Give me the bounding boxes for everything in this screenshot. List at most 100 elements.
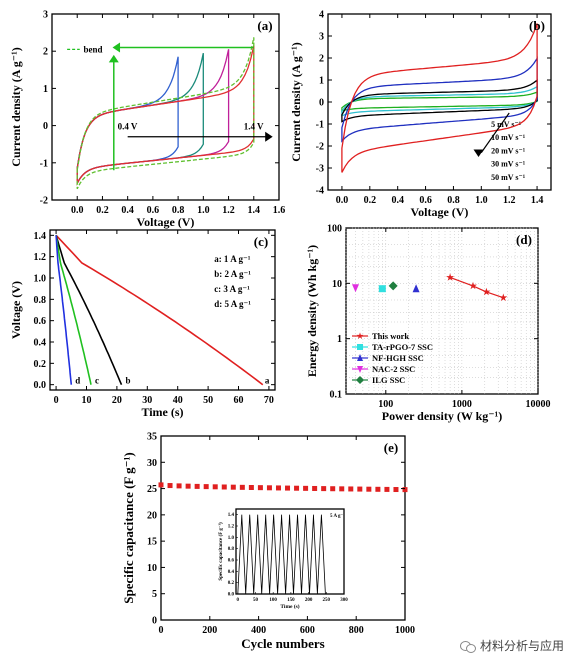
x-tick-label: 0.6 (147, 205, 160, 216)
end-label-0: a (265, 376, 270, 386)
x-tick-label: 20 (112, 395, 122, 406)
y-tick-label: 30 (147, 458, 157, 469)
cycle-point (348, 486, 354, 492)
y-tick-label: 0.1 (330, 390, 343, 401)
x-tick-label: 30 (142, 395, 152, 406)
cycle-point (275, 485, 281, 491)
panel-label: (c) (254, 234, 268, 249)
legend-0: 5 mV s⁻¹ (491, 120, 522, 129)
y-tick-label: 35 (147, 432, 157, 443)
legend-3: NAC-2 SSC (372, 364, 415, 374)
panel-a-frame (51, 13, 280, 201)
y-axis-label: Current density (A g⁻¹) (289, 42, 303, 161)
y-tick-label: -2 (316, 142, 324, 153)
cycle-point (303, 485, 309, 491)
x-axis-label: Voltage (V) (411, 205, 469, 219)
y-tick-label: 0 (319, 98, 324, 109)
y-tick-label: 100 (327, 224, 342, 235)
legend-2: NF-HGH SSC (372, 353, 424, 363)
x-tick-label: 1.0 (475, 195, 488, 206)
cycle-point (285, 485, 291, 491)
y-tick-label: 0 (152, 616, 157, 627)
y-tick-label: 1 (43, 84, 48, 95)
x-axis-label: Time (s) (141, 405, 183, 419)
x-tick-label: 70 (264, 395, 274, 406)
panel-label: (b) (529, 18, 545, 33)
x-tick-label: 60 (234, 395, 244, 406)
x-tick-label: 1.0 (197, 205, 210, 216)
watermark-text: 材料分析与应用 (479, 639, 564, 653)
end-label-2: c (95, 376, 99, 386)
cycle-point (402, 487, 408, 493)
cycle-point (357, 486, 363, 492)
cycle-point (248, 484, 254, 490)
end-label-3: d (75, 376, 80, 386)
legend-marker-0 (356, 332, 364, 339)
y-tick-label: 1.2 (34, 252, 47, 263)
cycle-point (176, 483, 182, 489)
x-tick-label: 40 (173, 395, 183, 406)
cycle-point (321, 486, 327, 492)
cycle-point (375, 486, 381, 492)
y-tick-label: 4 (319, 10, 324, 21)
legend-4: 50 mV s⁻¹ (491, 173, 526, 182)
y-tick-label: 10 (332, 279, 342, 290)
bend-arrow-head (112, 42, 121, 53)
y-axis-label: Current density (A g⁻¹) (9, 47, 23, 166)
legend-marker-2 (357, 354, 363, 361)
ragone-point-1 (378, 285, 386, 293)
cv-scan-4 (341, 23, 538, 173)
x-tick-label: 50 (203, 395, 213, 406)
x-tick-label: 1.2 (503, 195, 516, 206)
scan-arrow-head (473, 149, 484, 157)
inset-y-tick-label: 0.6 (228, 559, 235, 564)
y-tick-label: 25 (147, 484, 157, 495)
cv-scan-2 (341, 78, 538, 123)
inset-x-tick-label: 200 (305, 598, 313, 603)
inset-y-axis-label: Specific capacitance (F g⁻¹) (218, 522, 224, 581)
bend-arrow-head (108, 54, 119, 63)
ragone-point-2 (412, 284, 420, 293)
y-tick-label: 2 (43, 47, 48, 58)
inset-x-tick-label: 250 (323, 598, 331, 603)
x-tick-label: 0.2 (96, 205, 109, 216)
y-tick-label: 1 (337, 334, 342, 345)
panel-label: (e) (384, 440, 398, 455)
inset-y-tick-label: 0.2 (228, 581, 235, 586)
legend-4: ILG SSC (372, 375, 405, 385)
y-axis-label: Energy density (Wh kg⁻¹) (305, 245, 319, 377)
watermark: 材料分析与应用 (459, 637, 564, 654)
inset-y-tick-label: 0.4 (228, 570, 235, 575)
y-tick-label: 0.6 (34, 316, 47, 327)
cycle-point (294, 485, 300, 491)
inset-y-tick-label: 0.8 (228, 547, 235, 552)
y-tick-label: -1 (316, 120, 324, 131)
ragone-point-3 (352, 284, 360, 293)
inset-gcd-curve (237, 514, 326, 595)
cycle-point (257, 485, 263, 491)
cycle-point (158, 482, 164, 488)
y-axis-label: Specific capacitance (F g⁻¹) (121, 452, 136, 603)
cycle-point (384, 486, 390, 492)
x-tick-label: 600 (300, 625, 315, 636)
x-tick-label: 0 (54, 395, 59, 406)
discharge-1 (55, 235, 123, 386)
cycle-point (239, 484, 245, 490)
inset-y-tick-label: 0.0 (228, 593, 235, 598)
cycle-point (194, 483, 200, 489)
inset-x-tick-label: 100 (269, 598, 277, 603)
x-tick-label: 0.8 (172, 205, 185, 216)
cycle-point (203, 484, 209, 490)
y-tick-label: -1 (40, 158, 48, 169)
discharge-2 (55, 235, 92, 385)
inset-annotation: 5 A g⁻¹ (330, 513, 345, 519)
x-tick-label: 10 (81, 395, 91, 406)
y-tick-label: 1.4 (34, 231, 47, 242)
x-tick-label: 0.4 (121, 205, 134, 216)
y-tick-label: 0 (43, 121, 48, 132)
y-tick-label: 3 (319, 32, 324, 43)
cv-loop-0.8 (76, 56, 179, 184)
cv-loop-bend (76, 37, 255, 190)
legend-marker-4 (356, 376, 364, 384)
